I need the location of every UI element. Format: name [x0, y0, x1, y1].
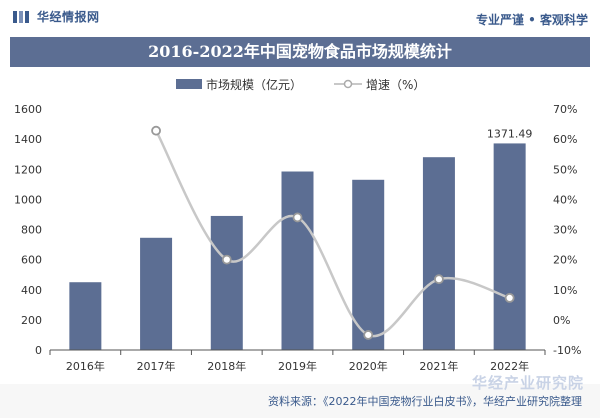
legend-bar-label: 市场规模（亿元）: [206, 77, 302, 92]
left-tick-label: 400: [21, 284, 42, 297]
x-tick-label: 2019年: [278, 359, 317, 373]
right-tick-label: 20%: [553, 254, 577, 267]
left-tick-label: 600: [21, 254, 42, 267]
legend-bar-swatch: [176, 79, 202, 89]
left-tick-label: 1400: [14, 133, 42, 146]
footer: 华经产业研究院 资料来源：《2022年中国宠物行业白皮书》，华经产业研究院整理: [0, 374, 600, 418]
right-tick-label: 30%: [553, 224, 577, 237]
right-tick-label: 70%: [553, 103, 577, 116]
left-tick-label: 1200: [14, 163, 42, 176]
left-tick-label: 1600: [14, 103, 42, 116]
left-tick-label: 800: [21, 224, 42, 237]
growth-point: [504, 292, 515, 303]
growth-point: [151, 125, 161, 136]
x-tick-label: 2018年: [207, 359, 246, 373]
right-tick-label: 10%: [553, 284, 577, 297]
right-tick-label: 40%: [553, 193, 577, 206]
footer-brand: 华经产业研究院: [471, 374, 584, 392]
right-tick-label: 50%: [553, 163, 577, 176]
chart-canvas: 市场规模（亿元） 增速（%） 0 200 400 600 800 1000 1200 1400 16…: [14, 77, 581, 373]
left-tick-label: 1000: [14, 193, 42, 206]
growth-point: [434, 274, 444, 285]
legend-line-label: 增速（%）: [366, 78, 425, 92]
bar: [281, 171, 314, 350]
top-bar: 华经情报网 专业严谨 • 客观科学: [0, 0, 600, 34]
source-note: 资料来源：《2022年中国宠物行业白皮书》，华经产业研究院整理: [268, 395, 582, 408]
site-brand[interactable]: 华经情报网: [12, 8, 100, 25]
right-tick-label: 60%: [553, 133, 577, 146]
x-tick-label: 2022年: [490, 359, 529, 373]
bar: [69, 282, 102, 350]
growth-point: [221, 254, 232, 265]
bar: [493, 143, 526, 350]
x-tick-label: 2021年: [419, 359, 458, 373]
bar: [210, 215, 243, 350]
left-tick-label: 200: [21, 314, 42, 327]
bar: [352, 179, 385, 350]
legend-line-marker: [343, 79, 353, 89]
right-tick-label: 0%: [553, 314, 570, 327]
site-name: 华经情报网: [37, 10, 100, 24]
bar: [140, 237, 173, 350]
logo-icon: [13, 10, 29, 23]
x-tick-label: 2016年: [66, 359, 105, 373]
slogan: 专业严谨 • 客观科学: [475, 13, 588, 27]
bar: [422, 157, 455, 350]
x-tick-label: 2020年: [349, 359, 388, 373]
data-label: 1371.49: [487, 127, 533, 140]
growth-line: [154, 130, 511, 338]
growth-point: [292, 212, 303, 223]
left-tick-label: 0: [35, 344, 42, 357]
chart-title: 2016-2022年中国宠物食品市场规模统计: [10, 37, 590, 67]
x-tick-label: 2017年: [137, 359, 176, 373]
growth-point: [363, 330, 374, 340]
right-tick-label: -10%: [553, 344, 581, 357]
